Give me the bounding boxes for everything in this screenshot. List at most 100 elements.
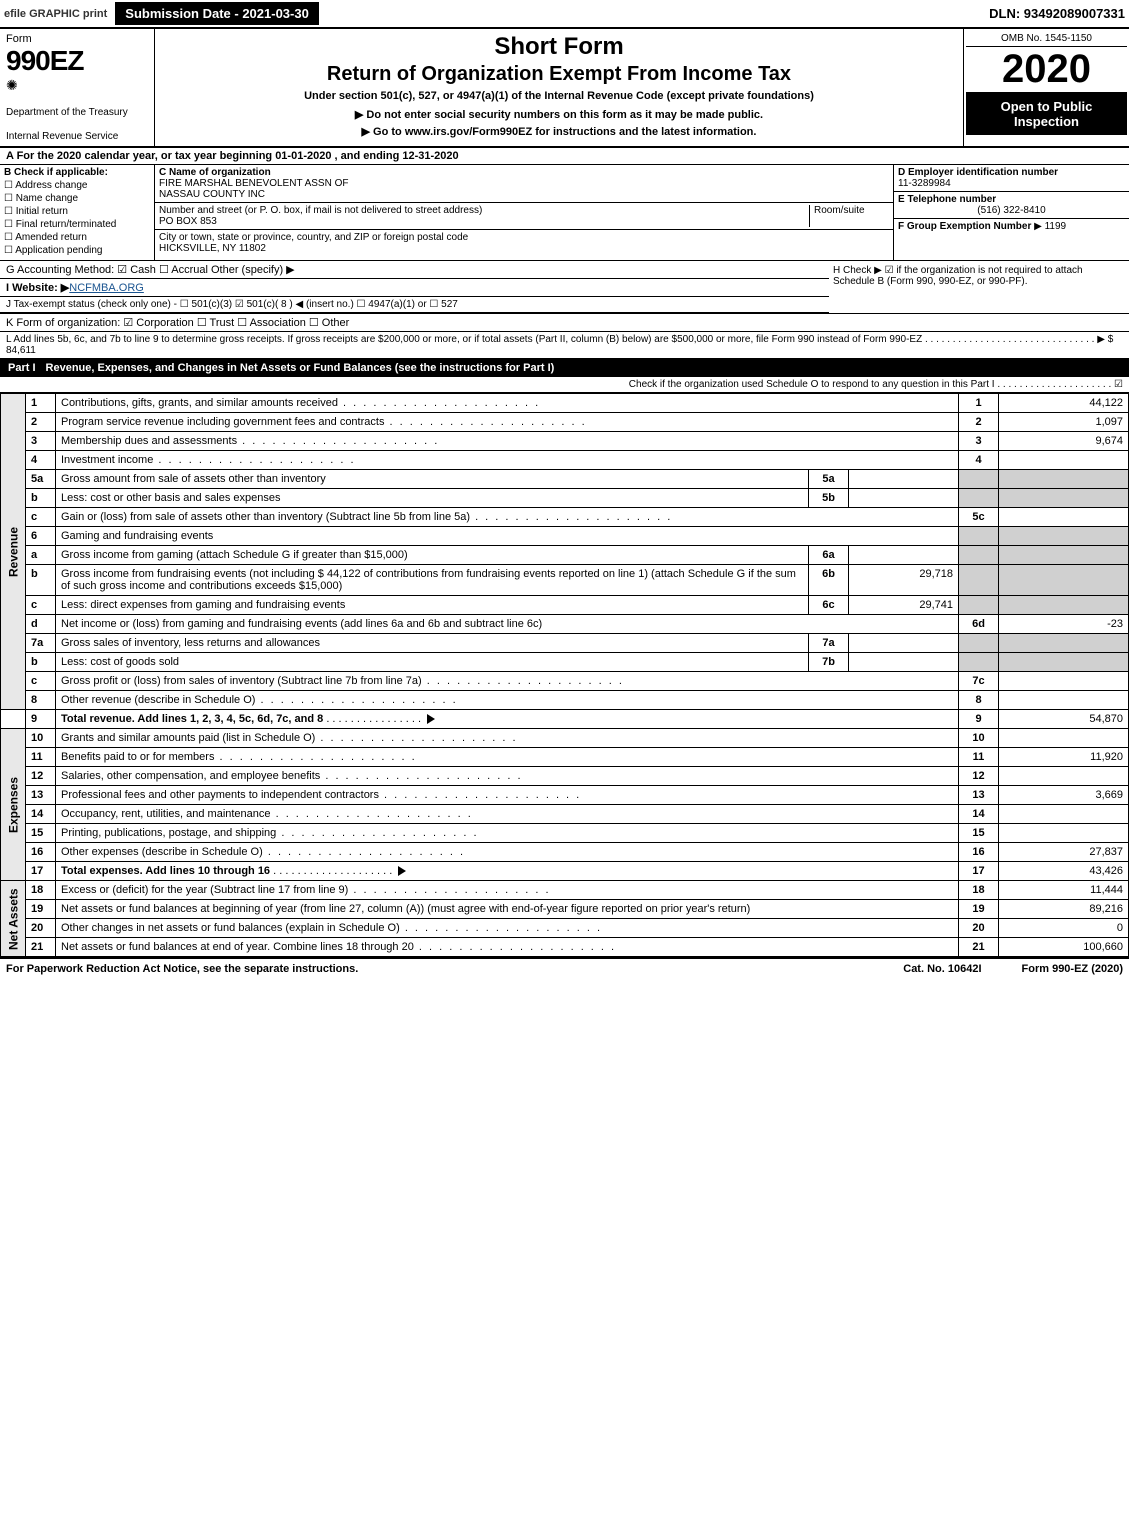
arrow-icon [398,866,406,876]
col-def: D Employer identification number 11-3289… [894,165,1129,260]
ln11-desc: Benefits paid to or for members [61,751,417,763]
ln13-val: 3,669 [999,786,1129,805]
ln12-desc: Salaries, other compensation, and employ… [61,770,523,782]
ln2-val: 1,097 [999,413,1129,432]
chk-initial[interactable]: ☐ Initial return [4,206,150,217]
part1-header: Part I Revenue, Expenses, and Changes in… [0,359,1129,377]
ln16-val: 27,837 [999,843,1129,862]
ln8-val [999,691,1129,710]
return-title: Return of Organization Exempt From Incom… [165,63,953,86]
chk-address[interactable]: ☐ Address change [4,180,150,191]
ln10-desc: Grants and similar amounts paid (list in… [61,732,518,744]
arrow-icon [427,714,435,724]
department-treasury: Department of the Treasury [6,107,148,118]
f-group-value: ▶ 1199 [1034,221,1066,232]
d-ein-value: 11-3289984 [898,178,951,189]
chk-final[interactable]: ☐ Final return/terminated [4,219,150,230]
submission-date: Submission Date - 2021-03-30 [115,2,319,25]
g-accounting: G Accounting Method: ☑ Cash ☐ Accrual Ot… [0,261,829,279]
ln14-desc: Occupancy, rent, utilities, and maintena… [61,808,473,820]
ln20-val: 0 [999,919,1129,938]
chk-pending[interactable]: ☐ Application pending [4,245,150,256]
ln5c-desc: Gain or (loss) from sale of assets other… [61,511,672,523]
ln15-val [999,824,1129,843]
ln5c-val [999,508,1129,527]
ln12-val [999,767,1129,786]
dln-number: DLN: 93492089007331 [989,6,1125,21]
under-section: Under section 501(c), 527, or 4947(a)(1)… [165,90,953,102]
ln7a-desc: Gross sales of inventory, less returns a… [56,634,809,653]
d-ein-label: D Employer identification number [898,167,1058,178]
org-name-2: NASSAU COUNTY INC [159,189,265,200]
ln15-desc: Printing, publications, postage, and shi… [61,827,479,839]
ln1-desc: Contributions, gifts, grants, and simila… [61,397,540,409]
irs-label: Internal Revenue Service [6,131,148,142]
ln9-desc: Total revenue. Add lines 1, 2, 3, 4, 5c,… [61,713,323,725]
ln17-val: 43,426 [999,862,1129,881]
col-b-checks: B Check if applicable: ☐ Address change … [0,165,155,260]
ln17-desc: Total expenses. Add lines 10 through 16 [61,865,270,877]
ln20-desc: Other changes in net assets or fund bala… [61,922,602,934]
ln1-num: 1 [26,394,56,413]
ln19-desc: Net assets or fund balances at beginning… [56,900,959,919]
room-label: Room/suite [814,205,865,216]
part1-title: Revenue, Expenses, and Changes in Net As… [46,362,555,374]
ln1-box: 1 [959,394,999,413]
header-right: OMB No. 1545-1150 2020 Open to Public In… [964,29,1129,146]
header-title-block: Short Form Return of Organization Exempt… [155,29,964,146]
omb-number: OMB No. 1545-1150 [966,31,1127,47]
ln6d-val: -23 [999,615,1129,634]
ln1-val: 44,122 [999,394,1129,413]
ln6c-subval: 29,741 [849,596,959,615]
part1-table: Revenue 1 Contributions, gifts, grants, … [0,393,1129,957]
footer-catno: Cat. No. 10642I [903,963,981,975]
ln18-val: 11,444 [999,881,1129,900]
chk-amended[interactable]: ☐ Amended return [4,232,150,243]
ln5a-subval [849,470,959,489]
footer-left: For Paperwork Reduction Act Notice, see … [6,963,903,975]
street-label: Number and street (or P. O. box, if mail… [159,205,482,216]
ln7b-desc: Less: cost of goods sold [56,653,809,672]
ln18-desc: Excess or (deficit) for the year (Subtra… [61,884,551,896]
goto-link[interactable]: ▶ Go to www.irs.gov/Form990EZ for instru… [165,125,953,138]
ln3-desc: Membership dues and assessments [61,435,439,447]
e-phone-label: E Telephone number [898,194,996,205]
ln7b-subval [849,653,959,672]
ln5a-desc: Gross amount from sale of assets other t… [56,470,809,489]
i-website: I Website: ▶NCFMBA.ORG [0,279,829,297]
city-label: City or town, state or province, country… [159,232,468,243]
ln14-val [999,805,1129,824]
ln4-val [999,451,1129,470]
e-phone-value: (516) 322-8410 [898,205,1125,216]
h-schedule-b: H Check ▶ ☑ if the organization is not r… [829,261,1129,291]
side-revenue: Revenue [1,394,26,710]
part1-check-o: Check if the organization used Schedule … [0,377,1129,393]
ln21-val: 100,660 [999,938,1129,957]
ln6b-desc: Gross income from fundraising events (no… [56,565,809,596]
col-c-org: C Name of organization FIRE MARSHAL BENE… [155,165,894,260]
website-link[interactable]: NCFMBA.ORG [69,282,144,294]
chk-name[interactable]: ☐ Name change [4,193,150,204]
ln16-desc: Other expenses (describe in Schedule O) [61,846,465,858]
page-footer: For Paperwork Reduction Act Notice, see … [0,957,1129,979]
j-tax-exempt: J Tax-exempt status (check only one) - ☐… [0,297,829,313]
c-name-label: C Name of organization [159,167,271,178]
ln7c-desc: Gross profit or (loss) from sales of inv… [61,675,624,687]
l-gross-receipts: L Add lines 5b, 6c, and 7b to line 9 to … [0,332,1129,359]
ln6-desc: Gaming and fundraising events [56,527,959,546]
org-name-1: FIRE MARSHAL BENEVOLENT ASSN OF [159,178,349,189]
ln6a-desc: Gross income from gaming (attach Schedul… [56,546,809,565]
ln5b-subval [849,489,959,508]
header-left: Form 990EZ ✺ Department of the Treasury … [0,29,155,146]
ln7c-val [999,672,1129,691]
ln6a-subval [849,546,959,565]
form-label: Form [6,33,148,45]
ssn-warning: ▶ Do not enter social security numbers o… [165,108,953,121]
ln21-desc: Net assets or fund balances at end of ye… [61,941,616,953]
row-a-taxyear: A For the 2020 calendar year, or tax yea… [0,148,1129,165]
open-public-badge: Open to Public Inspection [966,93,1127,135]
ln2-desc: Program service revenue including govern… [61,416,587,428]
part1-label: Part I [8,362,36,374]
ln19-val: 89,216 [999,900,1129,919]
form-header: Form 990EZ ✺ Department of the Treasury … [0,29,1129,148]
